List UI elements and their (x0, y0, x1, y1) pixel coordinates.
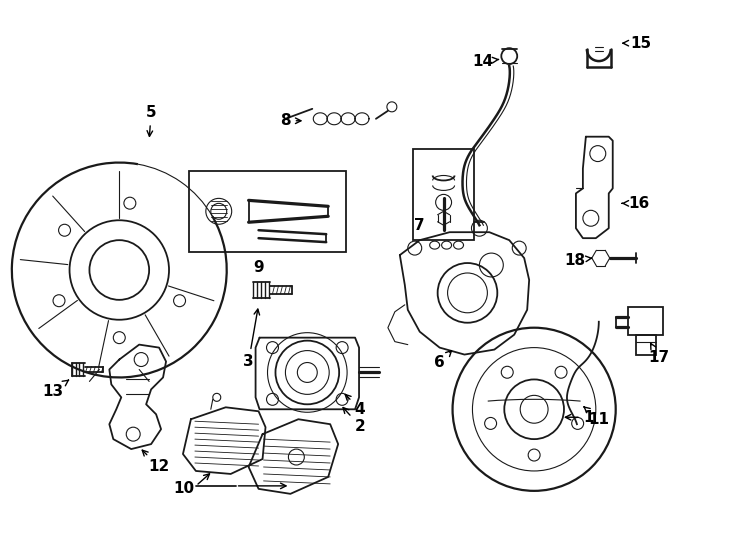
Text: 12: 12 (142, 450, 170, 475)
Text: 15: 15 (623, 36, 651, 51)
Text: 3: 3 (243, 309, 260, 369)
Text: 10: 10 (173, 481, 195, 496)
Text: 8: 8 (280, 113, 301, 129)
Text: 4: 4 (345, 394, 366, 417)
Bar (628, 307, 664, 335)
Text: 6: 6 (435, 350, 451, 370)
Text: 13: 13 (42, 380, 68, 399)
Text: 5: 5 (146, 105, 156, 136)
Text: 2: 2 (343, 408, 366, 434)
Text: 1: 1 (565, 410, 594, 425)
Text: 16: 16 (622, 196, 649, 211)
Text: 14: 14 (472, 53, 498, 69)
Bar (413, 148, 474, 240)
Text: 7: 7 (415, 218, 425, 233)
Text: 11: 11 (584, 407, 609, 427)
Bar (189, 171, 346, 252)
Text: 17: 17 (648, 343, 669, 365)
Text: 18: 18 (564, 253, 592, 267)
Bar (636, 335, 655, 355)
Text: 9: 9 (253, 260, 264, 274)
